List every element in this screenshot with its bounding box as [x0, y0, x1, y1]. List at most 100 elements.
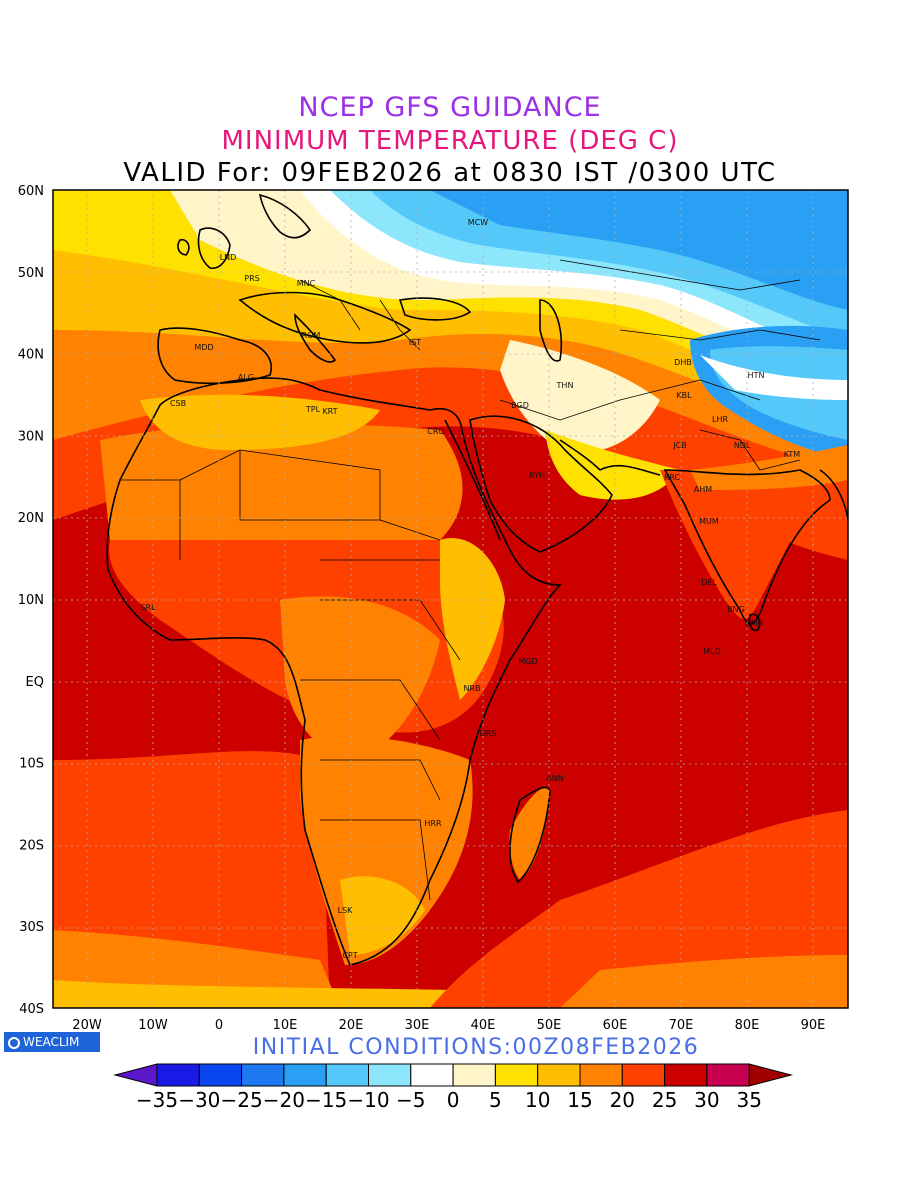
city-code: THN — [556, 381, 574, 390]
city-code: DRS — [480, 729, 497, 738]
lon-label: 20E — [339, 1018, 364, 1033]
lat-label: 40N — [18, 348, 44, 363]
city-code: MDD — [194, 343, 213, 352]
borders — [120, 259, 821, 901]
colorbar-label: 30 — [694, 1088, 719, 1112]
colorbar-label: −25 — [220, 1088, 262, 1112]
lat-label: 10N — [18, 593, 44, 608]
colorbar-label: −10 — [347, 1088, 389, 1112]
lat-label: EQ — [26, 675, 44, 690]
lat-label: 30S — [19, 920, 44, 935]
city-code: HTN — [748, 371, 765, 380]
lon-label: 40E — [471, 1018, 496, 1033]
lon-label: 90E — [801, 1018, 826, 1033]
city-code: KRT — [322, 407, 337, 416]
city-code: TPL — [305, 405, 321, 414]
brand-text: WEACLIM — [23, 1035, 80, 1049]
city-code: CPT — [342, 951, 357, 960]
colorbar-label: 0 — [447, 1088, 460, 1112]
colorbar-label: −35 — [136, 1088, 178, 1112]
city-code: CMB — [745, 619, 763, 628]
colorbar-segment — [325, 1063, 370, 1087]
lat-label: 10S — [19, 757, 44, 772]
colorbar-segment — [452, 1063, 496, 1087]
city-code: MNC — [297, 279, 316, 288]
logo-icon — [8, 1037, 20, 1049]
city-code: ANN — [546, 774, 563, 783]
city-code: DEL — [701, 578, 717, 587]
lat-label: 20N — [18, 511, 44, 526]
colorbar-segment — [368, 1063, 412, 1087]
lon-label: 70E — [669, 1018, 694, 1033]
colorbar-segment — [579, 1063, 623, 1087]
colorbar-label: 10 — [525, 1088, 550, 1112]
colorbar-label: 35 — [736, 1088, 761, 1112]
colorbar-label: −20 — [263, 1088, 305, 1112]
lon-label: 80E — [735, 1018, 760, 1033]
latitude-labels: 60N 50N 40N 30N 20N 10N EQ 10S 20S 30S 40S — [18, 184, 44, 1017]
city-code: HRR — [424, 819, 442, 828]
lon-label: 10W — [138, 1018, 168, 1033]
colorbar-max-arrow — [748, 1063, 794, 1087]
colorbar-segment — [156, 1063, 200, 1087]
longitude-labels: 20W 10W 0 10E 20E 30E 40E 50E 60E 70E 80E 90E — [72, 1018, 825, 1033]
colorbar-label: 20 — [610, 1088, 635, 1112]
lon-label: 0 — [215, 1018, 223, 1033]
city-code: KRC — [664, 473, 680, 482]
colorbar-min-arrow — [113, 1063, 158, 1087]
city-code: KTM — [784, 450, 801, 459]
city-code: MUM — [699, 517, 719, 526]
coastlines — [106, 193, 848, 966]
city-code: BGD — [511, 401, 529, 410]
city-code: KBL — [676, 391, 692, 400]
city-code: CSB — [170, 399, 186, 408]
colorbar-segment — [621, 1063, 666, 1087]
city-code: CRO — [427, 427, 444, 436]
lon-label: 30E — [405, 1018, 430, 1033]
colorbar-segment — [241, 1063, 285, 1087]
colorbar-segment — [198, 1063, 243, 1087]
colorbar-label: 15 — [567, 1088, 592, 1112]
city-code: BNG — [727, 605, 745, 614]
city-code: LHR — [712, 415, 728, 424]
city-code: AHM — [694, 485, 712, 494]
lat-label: 20S — [19, 838, 44, 853]
colorbar-segment — [706, 1063, 750, 1087]
city-code: DHB — [674, 358, 692, 367]
map-title: NCEP GFS GUIDANCE — [298, 92, 602, 123]
city-code: NDL — [734, 441, 751, 450]
lon-label: 50E — [537, 1018, 562, 1033]
colorbar-label: 5 — [489, 1088, 502, 1112]
lat-label: 50N — [18, 266, 44, 281]
city-code: SRL — [140, 603, 156, 612]
colorbar-label: −15 — [305, 1088, 347, 1112]
colorbar-segment — [664, 1063, 708, 1087]
city-code: LSK — [338, 906, 354, 915]
lat-label: 30N — [18, 429, 44, 444]
lat-label: 60N — [18, 184, 44, 199]
map-subtitle: MINIMUM TEMPERATURE (DEG C) — [221, 126, 679, 156]
city-code: JCB — [672, 441, 686, 450]
graticule — [53, 190, 848, 1008]
colorbar-segment — [537, 1063, 581, 1087]
colorbar-segment — [410, 1063, 454, 1087]
colorbar — [113, 1063, 794, 1087]
colorbar-label: −5 — [396, 1088, 425, 1112]
lon-label: 60E — [603, 1018, 628, 1033]
city-labels: MCW LND PRS MNC ROM MDD IST ALG TPL KRT CSB CRO BGD T… — [140, 218, 800, 960]
city-code: NRB — [463, 684, 480, 693]
lon-label: 20W — [72, 1018, 102, 1033]
city-code: ALG — [238, 373, 254, 382]
city-code: ROM — [302, 331, 321, 340]
lon-label: 10E — [273, 1018, 298, 1033]
lat-label: 40S — [19, 1002, 44, 1017]
colorbar-label: −30 — [178, 1088, 220, 1112]
valid-time: VALID For: 09FEB2026 at 0830 IST /0300 U… — [123, 158, 777, 188]
city-code: MGD — [518, 657, 537, 666]
city-code: MLD — [703, 647, 721, 656]
colorbar-segment — [494, 1063, 539, 1087]
weaclim-logo: WEACLIM — [4, 1032, 100, 1052]
initial-conditions: INITIAL CONDITIONS:00Z08FEB2026 — [252, 1035, 700, 1060]
colorbar-label: 25 — [652, 1088, 677, 1112]
